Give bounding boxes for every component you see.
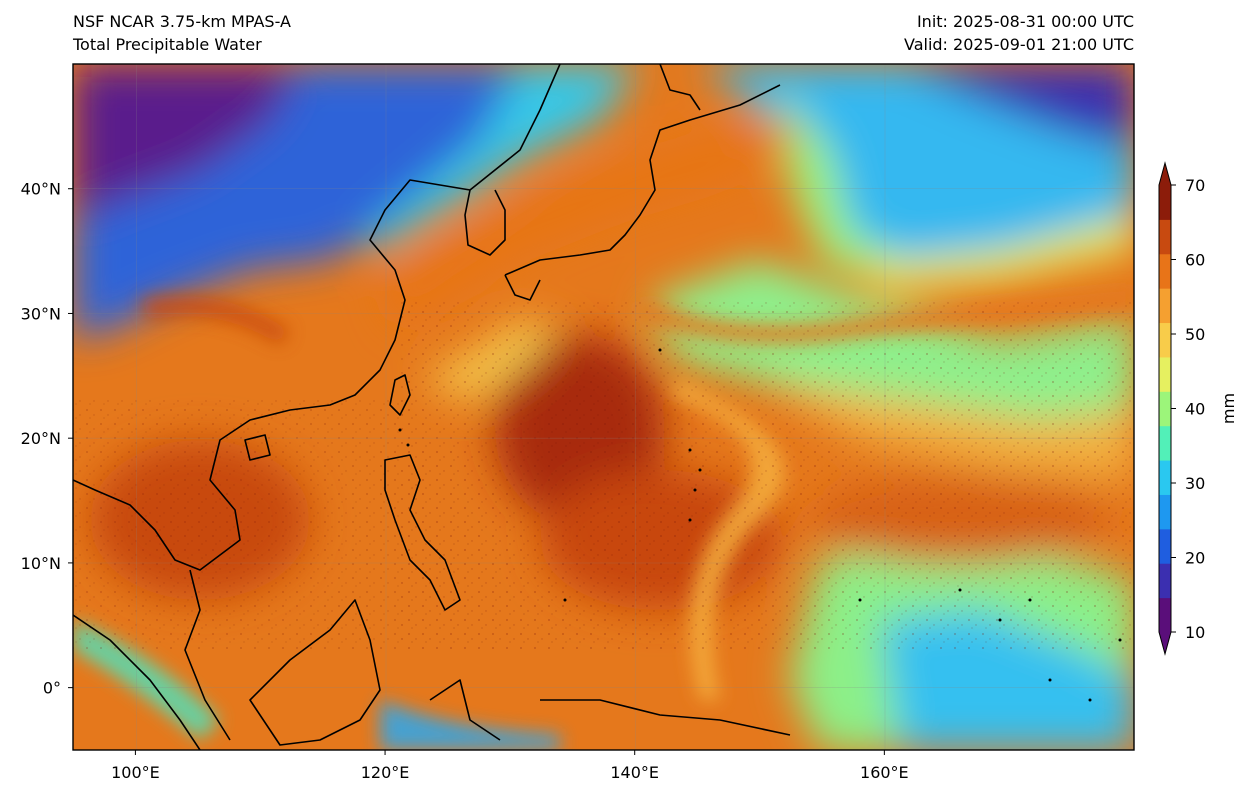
colorbar-tick-label: 20: [1185, 549, 1205, 568]
colorbar-band: [1159, 185, 1171, 220]
latitude-ticks: 40°N 30°N 20°N 10°N 0°: [21, 180, 73, 698]
colorbar-band: [1159, 322, 1171, 358]
coastlines: [73, 64, 791, 750]
colorbar-band: [1159, 597, 1171, 633]
lon-tick-label: 120°E: [361, 763, 410, 782]
map-frame: [72, 63, 1135, 751]
lat-tick-label: 20°N: [21, 429, 61, 448]
colorbar-min-extension: [1159, 632, 1171, 654]
colorbar-ticks: 10 20 30 40 50 60 70: [1171, 176, 1205, 642]
colorbar-band: [1159, 288, 1171, 324]
colorbar-band: [1159, 356, 1171, 392]
lat-tick-label: 30°N: [21, 304, 61, 323]
colorbar-band: [1159, 563, 1171, 599]
lat-tick-label: 0°: [43, 679, 61, 698]
colorbar-band: [1159, 253, 1171, 289]
model-title: NSF NCAR 3.75-km MPAS-A: [73, 12, 291, 31]
convective-speckle: [400, 300, 1134, 650]
colorbar-max-extension: [1159, 163, 1171, 185]
colorbar-tick-label: 50: [1185, 325, 1205, 344]
valid-time: Valid: 2025-09-01 21:00 UTC: [903, 35, 1134, 54]
field-title: Total Precipitable Water: [73, 35, 262, 54]
colorbar-tick-label: 40: [1185, 400, 1205, 419]
lat-tick-label: 40°N: [21, 180, 61, 199]
init-time: Init: 2025-08-31 00:00 UTC: [916, 12, 1134, 31]
colorbar-band: [1159, 494, 1171, 530]
colorbar-bands: [1159, 185, 1171, 633]
lon-tick-label: 160°E: [860, 763, 909, 782]
lon-tick-label: 100°E: [111, 763, 160, 782]
lon-tick-label: 140°E: [610, 763, 659, 782]
longitude-ticks: 100°E 120°E 140°E 160°E: [111, 750, 909, 782]
colorbar-band: [1159, 460, 1171, 495]
colorbar-band: [1159, 425, 1171, 461]
pacific-islands: [398, 348, 1122, 702]
colorbar-tick-label: 10: [1185, 623, 1205, 642]
colorbar-band: [1159, 391, 1171, 427]
colorbar-band: [1159, 219, 1171, 255]
colorbar-tick-label: 30: [1185, 474, 1205, 493]
colorbar-unit-label: mm: [1219, 393, 1238, 424]
colorbar-band: [1159, 528, 1171, 564]
colorbar-tick-label: 70: [1185, 176, 1205, 195]
colorbar-tick-label: 60: [1185, 251, 1205, 270]
lat-tick-label: 10°N: [21, 554, 61, 573]
